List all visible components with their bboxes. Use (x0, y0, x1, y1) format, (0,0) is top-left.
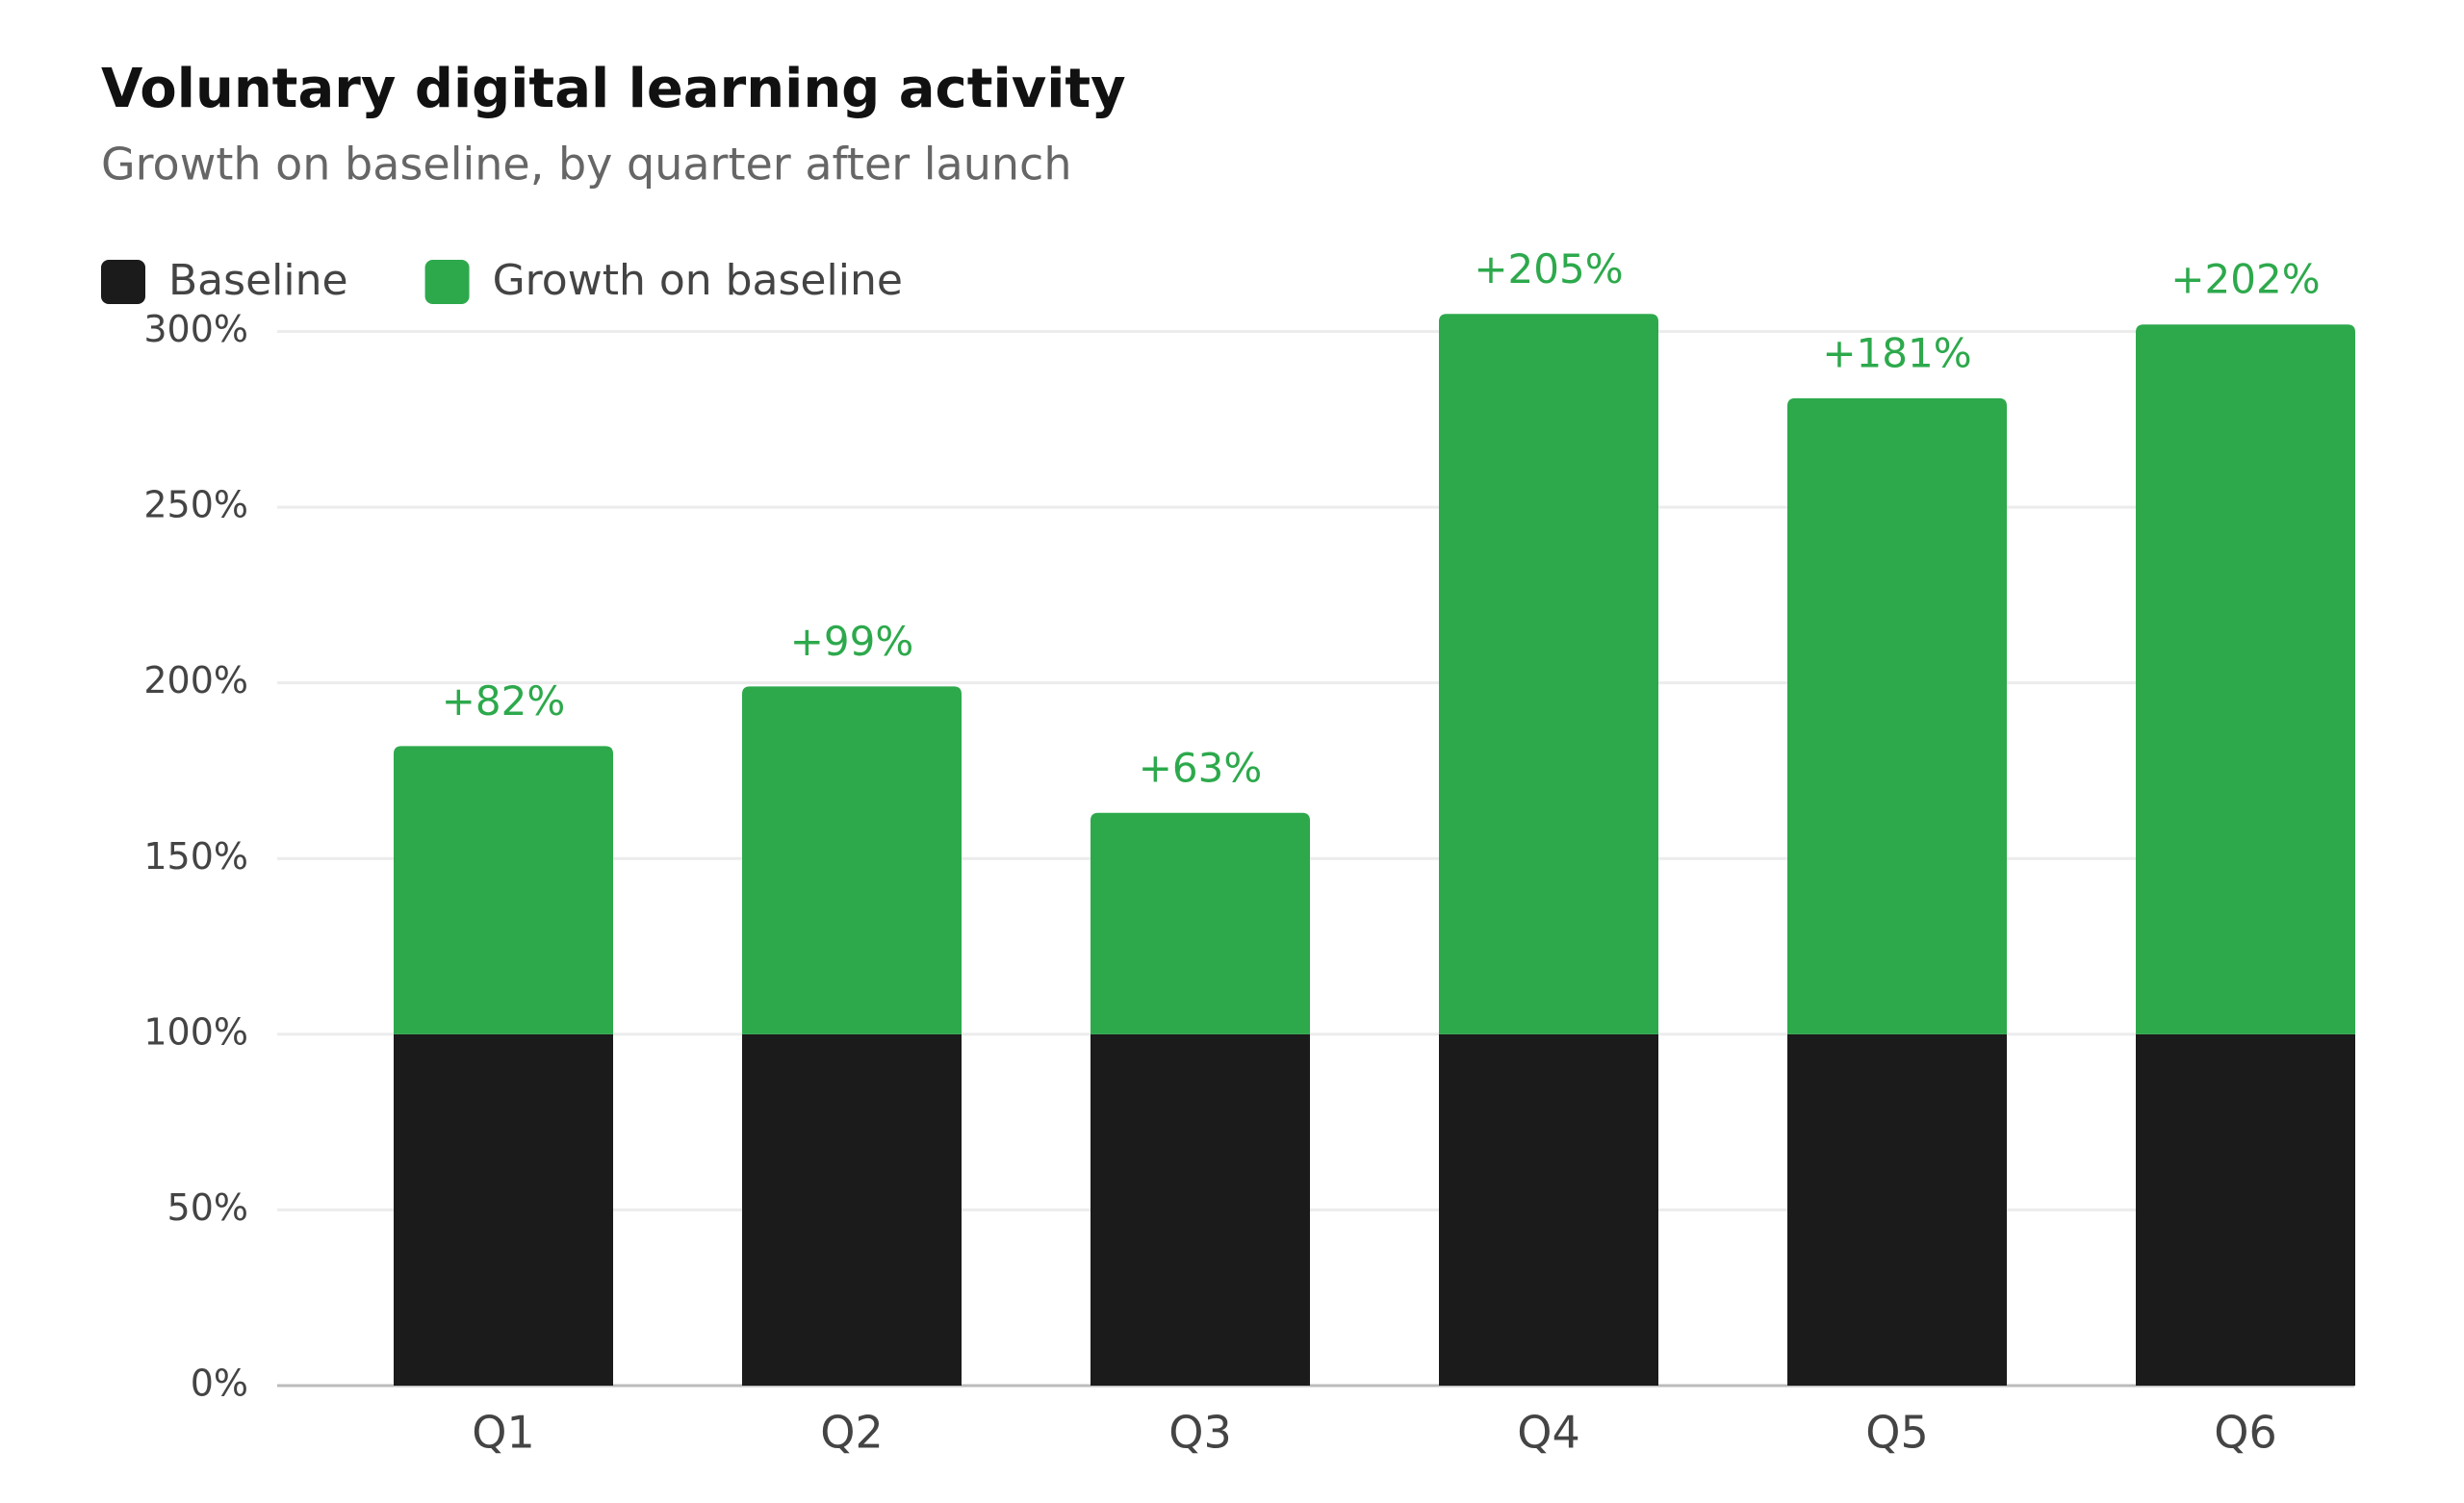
x-tick-label: Q2 (820, 1407, 883, 1459)
data-label: +202% (2170, 256, 2320, 303)
bar-segment (1787, 397, 2007, 1034)
y-tick-label: 250% (143, 484, 248, 526)
bar-segment (1787, 1033, 2007, 1386)
legend-swatch (424, 260, 470, 304)
bar-segment (2136, 324, 2355, 1034)
x-tick-label: Q3 (1168, 1407, 1231, 1459)
x-tick-label: Q4 (1517, 1407, 1579, 1459)
bar-segment (742, 686, 962, 1034)
data-label: +99% (790, 618, 914, 665)
y-tick-label: 50% (167, 1186, 248, 1229)
data-label: +181% (1822, 329, 1971, 376)
data-label: +63% (1139, 744, 1263, 791)
y-tick-label: 200% (143, 659, 248, 701)
y-tick-label: 100% (143, 1010, 248, 1053)
y-tick-label: 0% (191, 1363, 248, 1405)
bar-segment (1439, 1033, 1658, 1386)
legend-swatch (101, 260, 145, 304)
bar-segment (1091, 812, 1310, 1034)
y-tick-label: 150% (143, 835, 248, 878)
legend-label: Baseline (168, 256, 348, 305)
data-label: +205% (1474, 245, 1623, 293)
data-label: +82% (442, 677, 566, 725)
y-tick-label: 300% (143, 308, 248, 350)
chart-title: Voluntary digital learning activity (101, 58, 1126, 120)
x-tick-label: Q5 (1865, 1407, 1928, 1459)
bar-segment (394, 1033, 613, 1386)
bar-segment (1439, 314, 1658, 1034)
legend-label: Growth on baseline (493, 256, 903, 305)
chart-subtitle: Growth on baseline, by quarter after lau… (101, 139, 1072, 191)
bar-segment (2136, 1033, 2355, 1386)
x-tick-label: Q1 (472, 1407, 534, 1459)
x-tick-label: Q6 (2214, 1407, 2276, 1459)
bar-segment (742, 1033, 962, 1386)
bar-segment (1091, 1033, 1310, 1386)
bar-segment (394, 746, 613, 1034)
